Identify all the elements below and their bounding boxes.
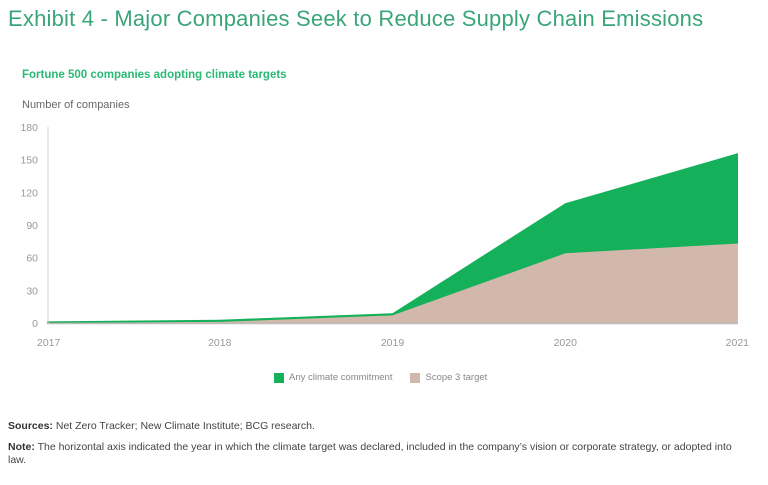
area-scope-3-target	[47, 243, 738, 323]
chart-title: Fortune 500 companies adopting climate t…	[22, 69, 287, 81]
legend-swatch	[274, 372, 284, 383]
x-tick-label: 2017	[37, 337, 61, 349]
y-tick-label: 90	[26, 220, 38, 232]
legend-label: Any climate commitment	[289, 372, 393, 383]
note: Note: The horizontal axis indicated the …	[8, 441, 748, 467]
y-tick-label: 0	[32, 318, 38, 330]
note-label: Note:	[8, 441, 35, 453]
note-text: The horizontal axis indicated the year i…	[8, 441, 732, 466]
sources-text: Net Zero Tracker; New Climate Institute;…	[52, 420, 315, 432]
y-axis-label: Number of companies	[22, 99, 130, 111]
x-tick-label: 2018	[208, 337, 232, 349]
y-tick-label: 60	[26, 253, 38, 265]
sources-label: Sources:	[8, 420, 53, 432]
area-chart: 0 30 60 90 120 150 180 2017 2018 2019 2020 2021	[20, 122, 750, 349]
y-tick-label: 30	[26, 285, 38, 297]
x-tick-label: 2020	[554, 337, 578, 349]
y-tick-label: 120	[20, 187, 38, 199]
exhibit-title: Exhibit 4 - Major Companies Seek to Redu…	[8, 6, 704, 31]
x-tick-label: 2019	[381, 337, 405, 349]
legend-item-any-commitment: Any climate commitment	[274, 372, 392, 383]
y-tick-label: 180	[20, 122, 38, 134]
legend-item-scope3: Scope 3 target	[410, 372, 487, 383]
legend-swatch	[410, 372, 421, 383]
y-tick-label: 150	[20, 155, 38, 167]
legend: Any climate commitment Scope 3 target	[274, 372, 487, 383]
sources: Sources: Net Zero Tracker; New Climate I…	[8, 420, 748, 433]
legend-label: Scope 3 target	[425, 372, 488, 383]
x-tick-label: 2021	[726, 337, 750, 349]
